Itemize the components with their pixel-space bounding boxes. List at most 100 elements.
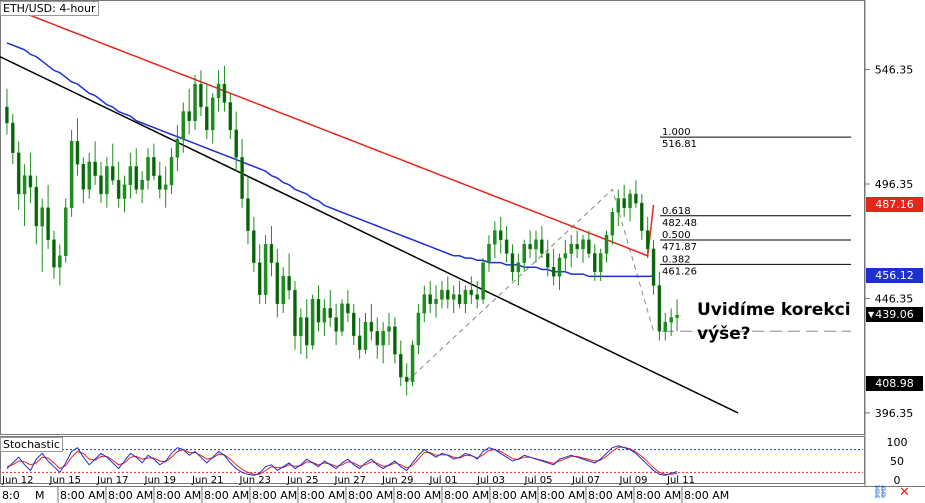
link-icon[interactable]: ⛓ xyxy=(872,485,889,500)
candle xyxy=(640,193,644,240)
price-tag-black: 439.06 xyxy=(866,307,923,323)
candle xyxy=(81,157,86,204)
candle-body xyxy=(352,312,356,337)
candle xyxy=(293,280,297,350)
stochastic-k-line xyxy=(6,445,678,476)
candle-body xyxy=(340,303,344,332)
candle-body xyxy=(105,166,109,195)
candle-body xyxy=(28,175,33,188)
candle-body xyxy=(381,331,385,346)
candle xyxy=(134,148,139,194)
candle-body xyxy=(93,161,97,176)
x-time-label: 8:00 AM xyxy=(252,489,297,502)
candle xyxy=(510,244,515,281)
candle xyxy=(46,184,50,249)
candle-body xyxy=(598,253,603,273)
candle xyxy=(387,312,391,346)
symbol-label: ETH/USD: 4-hour xyxy=(0,1,99,16)
candle xyxy=(675,299,679,332)
candle xyxy=(416,303,421,355)
candle xyxy=(669,308,673,336)
candle-body xyxy=(187,111,191,121)
candle-body xyxy=(99,175,103,195)
candle-body xyxy=(16,152,21,195)
candle-body xyxy=(34,186,39,227)
stochastic-d-line xyxy=(6,446,678,475)
candle xyxy=(504,226,509,263)
candle xyxy=(140,171,144,204)
x-date-label: Jun 15 xyxy=(49,475,82,486)
candle xyxy=(422,285,427,323)
x-date-label: Jul 05 xyxy=(524,475,553,486)
candle xyxy=(340,299,344,336)
candle xyxy=(187,88,191,135)
fib-price-label: 482.48 xyxy=(662,218,697,229)
candle-body xyxy=(58,255,62,268)
candle-body xyxy=(651,248,656,286)
candle-body xyxy=(510,253,515,273)
annotation-text: Uvidíme korekci výše? xyxy=(697,298,851,346)
candle xyxy=(540,226,544,259)
x-time-label: 8:00 AM xyxy=(204,489,249,502)
candle xyxy=(281,267,285,313)
x-date-label: Jul 03 xyxy=(476,475,505,486)
candle-body xyxy=(375,331,380,346)
candle-body xyxy=(663,321,668,332)
candle-body xyxy=(569,244,574,254)
candle-body xyxy=(469,289,474,295)
candle-body xyxy=(22,175,27,195)
candle-body xyxy=(628,193,632,208)
candle xyxy=(457,280,462,309)
price-tag-red: 487.16 xyxy=(866,197,923,213)
stochastic-tick-label: 50 xyxy=(890,455,904,468)
candle xyxy=(563,239,568,272)
candle-body xyxy=(322,308,327,323)
candle xyxy=(545,239,550,277)
candle xyxy=(651,239,656,295)
candle-body xyxy=(246,198,250,231)
candle-body xyxy=(110,166,115,181)
x-time-label: 8:00 AM xyxy=(588,489,633,502)
candle xyxy=(316,285,321,332)
candle xyxy=(128,152,133,199)
candle-body xyxy=(528,244,532,250)
candle xyxy=(52,230,56,279)
candle xyxy=(116,161,121,208)
candle-body xyxy=(146,157,150,181)
candle-body xyxy=(657,285,662,332)
close-icon[interactable]: ✕ xyxy=(899,485,910,500)
candle-body xyxy=(222,83,227,103)
candle-body xyxy=(134,166,139,190)
candle-body xyxy=(75,141,80,165)
candle xyxy=(287,253,291,300)
candle-body xyxy=(557,257,562,277)
candle xyxy=(598,248,603,281)
candle xyxy=(99,161,103,204)
x-date-label: Jul 11 xyxy=(666,475,695,486)
candle xyxy=(587,230,591,259)
candle xyxy=(310,294,315,350)
candle-body xyxy=(175,138,180,158)
y-tick-label: 396.35 xyxy=(875,407,914,420)
candle-body xyxy=(205,106,209,131)
candle-body xyxy=(416,312,421,346)
candle-body xyxy=(128,166,133,186)
candle xyxy=(369,303,374,341)
x-date-label: Jun 19 xyxy=(144,475,177,486)
candle-body xyxy=(69,141,74,208)
annotation-line-2: výše? xyxy=(697,324,751,344)
candle xyxy=(246,175,250,245)
candle-body xyxy=(228,102,233,131)
x-date-label: Jun 12 xyxy=(1,475,34,486)
candle-body xyxy=(475,294,479,300)
candle xyxy=(381,322,385,364)
candle-body xyxy=(498,230,503,240)
x-time-label: 8:00 AM xyxy=(492,489,537,502)
candle-body xyxy=(210,97,215,131)
candle-body xyxy=(52,239,56,268)
candle xyxy=(269,226,274,277)
candle xyxy=(528,230,532,259)
candle-body xyxy=(669,317,673,323)
candle-body xyxy=(40,207,44,227)
